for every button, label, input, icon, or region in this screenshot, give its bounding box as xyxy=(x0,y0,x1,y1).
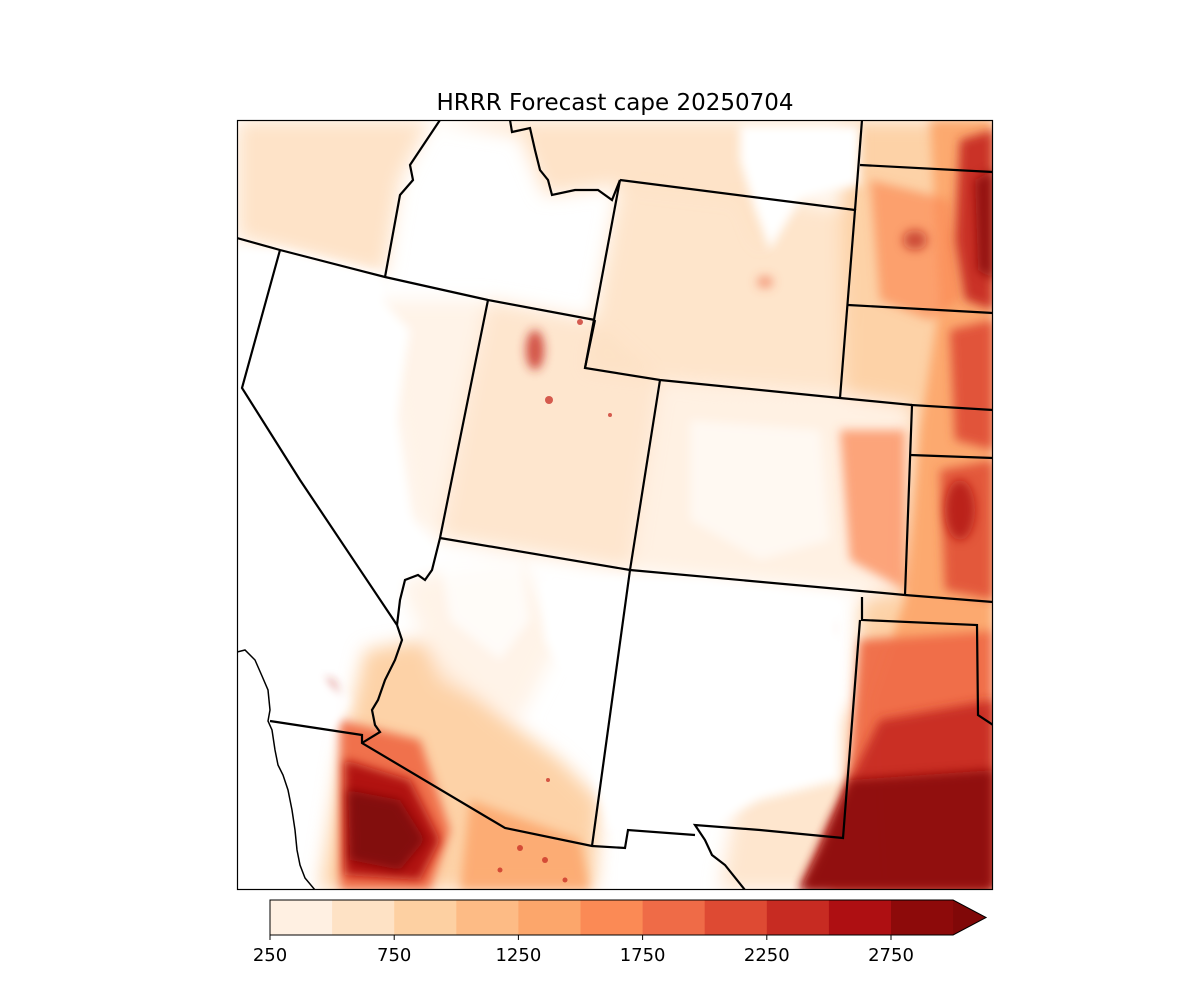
colorbar-ticks: 250 750 1250 1750 2250 2750 xyxy=(253,935,914,966)
colorbar-segment xyxy=(518,900,582,935)
map-frame xyxy=(236,119,994,891)
colorbar-tick-label: 2750 xyxy=(868,945,914,966)
colorbar-tick-label: 1750 xyxy=(620,945,666,966)
colorbar xyxy=(269,899,988,936)
colorbar-segment xyxy=(394,900,457,935)
cape-field xyxy=(237,120,993,890)
colorbar-segment xyxy=(456,900,519,935)
colorbar-tick-label: 750 xyxy=(377,945,411,966)
colorbar-outline xyxy=(269,899,988,936)
colorbar-segment xyxy=(766,900,830,935)
colorbar-tick-label: 1250 xyxy=(495,945,541,966)
map-title: HRRR Forecast cape 20250704 xyxy=(436,90,794,116)
colorbar-segment xyxy=(642,900,706,935)
colorbar-segment xyxy=(891,900,954,935)
state-borders xyxy=(237,120,993,890)
colorbar-segment xyxy=(828,900,892,935)
colorbar-segment xyxy=(704,900,768,935)
colorbar-segment xyxy=(270,900,333,935)
colorbar-segment xyxy=(580,900,644,935)
colorbar-extend-arrow xyxy=(953,900,987,935)
colorbar-tick-label: 2250 xyxy=(744,945,790,966)
colorbar-segment xyxy=(332,900,395,935)
colorbar-tick-label: 250 xyxy=(253,945,287,966)
